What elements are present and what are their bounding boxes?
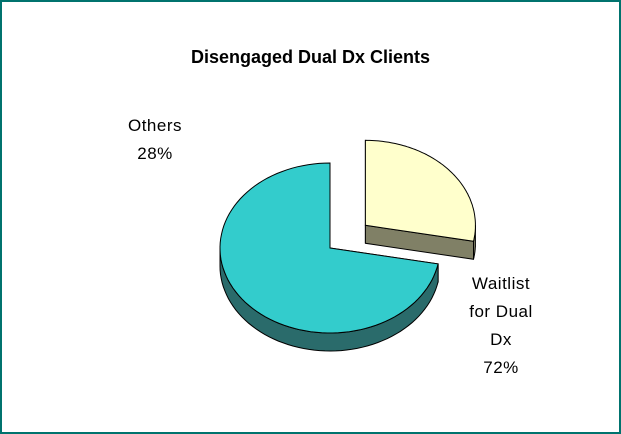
value-label: 72% [483, 358, 519, 377]
value-label: 28% [137, 144, 173, 163]
category-label: Others [127, 116, 183, 135]
chart-title: Disengaged Dual Dx Clients [190, 47, 431, 67]
slice-label: Waitlist for Dual Dx 72% [465, 270, 537, 382]
category-label: Waitlist for Dual Dx [469, 274, 533, 349]
slice [219, 162, 439, 334]
slice [364, 139, 476, 242]
slice-label: Others 28% [115, 112, 195, 168]
